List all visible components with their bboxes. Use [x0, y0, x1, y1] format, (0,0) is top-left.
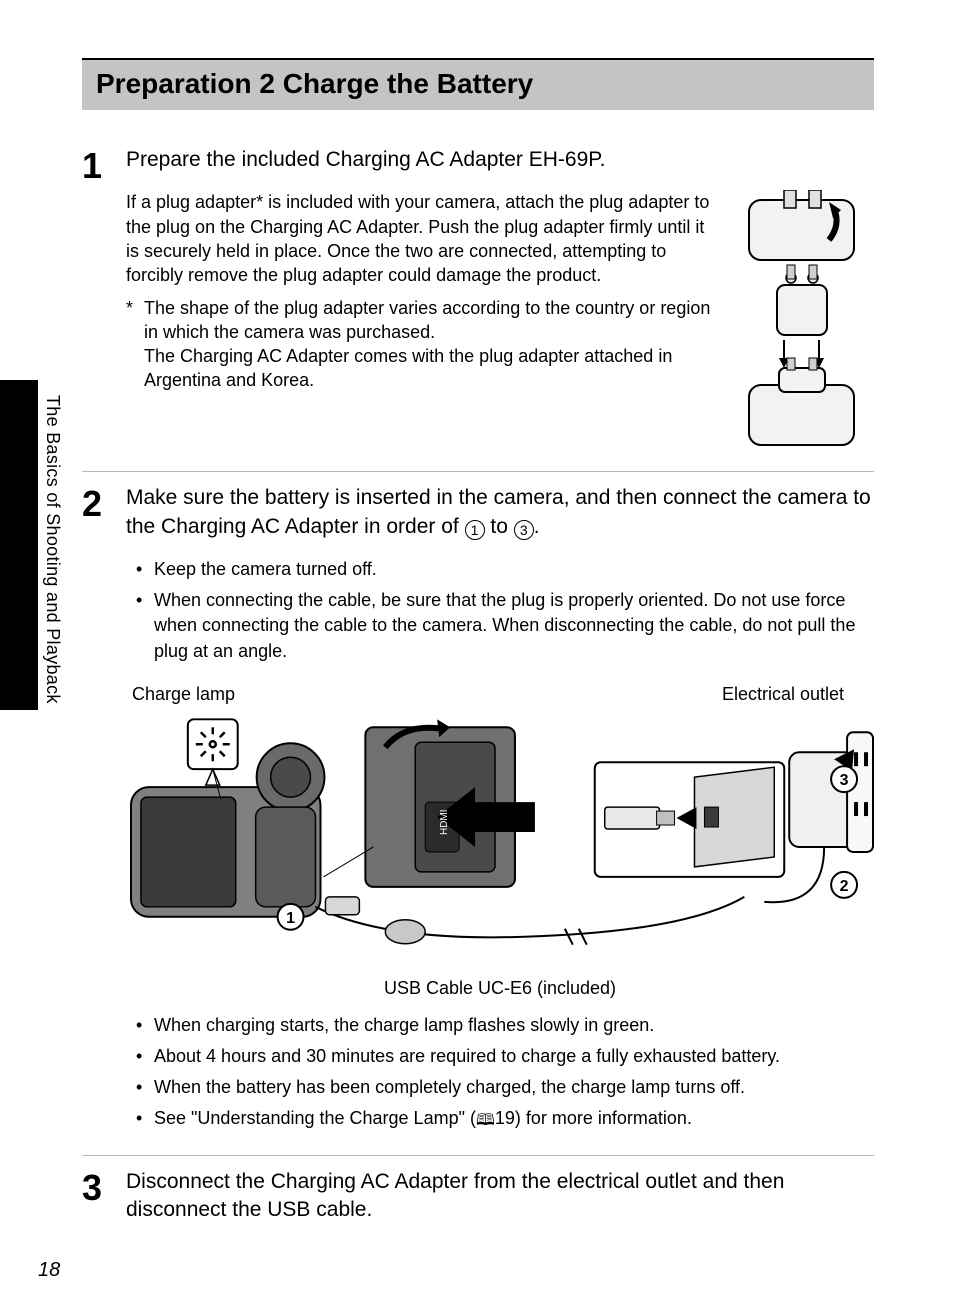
diagram-label-outlet: Electrical outlet	[722, 684, 844, 705]
footnote-line: The Charging AC Adapter comes with the p…	[144, 344, 717, 393]
diagram-svg: HDMI 1	[126, 707, 874, 967]
circled-number-icon: 1	[465, 520, 485, 540]
step-paragraph: If a plug adapter* is included with your…	[126, 190, 717, 287]
diagram-caption: USB Cable UC-E6 (included)	[126, 978, 874, 999]
diagram-marker-1: 1	[286, 910, 295, 927]
step-1: 1 Prepare the included Charging AC Adapt…	[82, 134, 874, 472]
page-number: 18	[38, 1259, 60, 1282]
side-tab	[0, 380, 38, 710]
circled-number-icon: 3	[514, 520, 534, 540]
bullet-item: When charging starts, the charge lamp fl…	[154, 1013, 874, 1038]
side-section-label: The Basics of Shooting and Playback	[42, 395, 63, 704]
page-content: Preparation 2 Charge the Battery 1 Prepa…	[82, 58, 874, 1256]
section-header: Preparation 2 Charge the Battery	[82, 58, 874, 110]
diagram-marker-3: 3	[840, 772, 849, 789]
bullet-item: When connecting the cable, be sure that …	[154, 588, 874, 664]
step-number: 3	[82, 1168, 126, 1241]
bullet-item: Keep the camera turned off.	[154, 557, 874, 582]
step-number: 2	[82, 484, 126, 1138]
step-title-text: .	[534, 515, 540, 538]
adapter-figure	[729, 190, 874, 455]
step-footnote: * The shape of the plug adapter varies a…	[126, 296, 717, 393]
step-title: Prepare the included Charging AC Adapter…	[126, 146, 874, 174]
connection-diagram: Charge lamp Electrical outlet	[126, 684, 874, 999]
bullet-item: When the battery has been completely cha…	[154, 1075, 874, 1100]
page-ref-icon: 🕮	[476, 1110, 495, 1132]
diagram-label-charge-lamp: Charge lamp	[132, 684, 235, 705]
footnote-line: The shape of the plug adapter varies acc…	[144, 296, 717, 345]
diagram-marker-2: 2	[840, 878, 849, 895]
step-title: Disconnect the Charging AC Adapter from …	[126, 1168, 874, 1225]
bullet-item: See "Understanding the Charge Lamp" (🕮19…	[154, 1106, 874, 1132]
step-2: 2 Make sure the battery is inserted in t…	[82, 472, 874, 1155]
svg-text:HDMI: HDMI	[439, 809, 450, 834]
step-title-text: to	[485, 515, 514, 538]
step-3: 3 Disconnect the Charging AC Adapter fro…	[82, 1156, 874, 1257]
step-title: Make sure the battery is inserted in the…	[126, 484, 874, 541]
bullet-item: About 4 hours and 30 minutes are require…	[154, 1044, 874, 1069]
step-number: 1	[82, 146, 126, 455]
